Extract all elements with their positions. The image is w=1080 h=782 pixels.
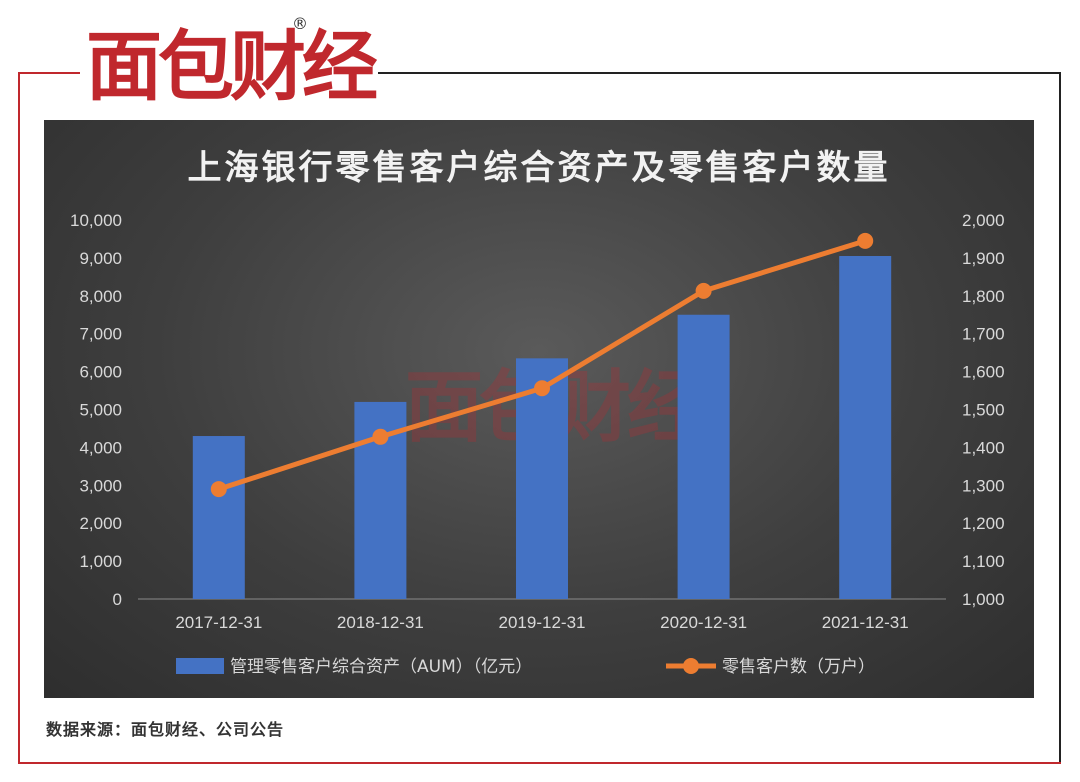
x-tick-label: 2020-12-31 <box>660 613 747 632</box>
x-tick-label: 2018-12-31 <box>337 613 424 632</box>
y-left-tick-label: 5,000 <box>79 401 122 420</box>
y-left-tick-label: 4,000 <box>79 438 122 457</box>
source-note: 数据来源：面包财经、公司公告 <box>46 720 285 739</box>
customers-point <box>372 428 389 445</box>
y-left-tick-label: 10,000 <box>70 211 122 230</box>
y-left-tick-label: 2,000 <box>79 514 122 533</box>
y-right-tick-label: 1,400 <box>962 438 1005 457</box>
y-left-tick-label: 1,000 <box>79 552 122 571</box>
aum-bar <box>839 256 892 599</box>
y-right-tick-label: 1,700 <box>962 325 1005 344</box>
y-right-tick-label: 1,000 <box>962 590 1005 609</box>
frame-top-left-line <box>18 72 80 74</box>
aum-bar <box>677 314 730 599</box>
legend-label-customers: 零售客户数（万户） <box>722 657 875 677</box>
customers-point <box>534 380 550 397</box>
aum-bar <box>192 436 245 599</box>
brand-logo: 面包财经 <box>86 22 378 111</box>
y-left-tick-label: 8,000 <box>79 287 122 306</box>
x-tick-label: 2017-12-31 <box>175 613 262 632</box>
aum-bar <box>516 358 568 599</box>
registered-mark: ® <box>292 14 308 33</box>
y-right-tick-label: 1,200 <box>962 514 1005 533</box>
legend-swatch-aum <box>176 658 224 674</box>
x-tick-label: 2021-12-31 <box>822 613 909 632</box>
customers-point <box>857 232 874 249</box>
y-left-tick-label: 7,000 <box>79 325 122 344</box>
y-right-tick-label: 1,300 <box>962 476 1005 495</box>
y-right-tick-label: 1,900 <box>962 249 1005 268</box>
y-left-tick-label: 3,000 <box>79 476 122 495</box>
frame-top-right-line <box>378 72 1061 74</box>
y-right-tick-label: 1,800 <box>962 287 1005 306</box>
frame-left-line <box>18 72 20 764</box>
y-right-tick-label: 1,100 <box>962 552 1005 571</box>
frame-bottom-line <box>18 762 1061 764</box>
y-right-tick-label: 2,000 <box>962 211 1005 230</box>
y-left-tick-label: 9,000 <box>79 249 122 268</box>
legend-label-aum: 管理零售客户综合资产（AUM）（亿元） <box>230 657 532 677</box>
customers-point <box>695 282 712 299</box>
y-right-tick-label: 1,500 <box>962 401 1005 420</box>
frame-right-line <box>1059 72 1061 764</box>
x-tick-label: 2019-12-31 <box>499 613 586 632</box>
legend-marker-customers <box>683 658 699 674</box>
customers-point <box>210 481 227 498</box>
y-right-tick-label: 1,600 <box>962 363 1005 382</box>
y-left-tick-label: 6,000 <box>79 363 122 382</box>
chart-title: 上海银行零售客户综合资产及零售客户数量 <box>187 148 891 188</box>
y-left-tick-label: 0 <box>113 590 122 609</box>
